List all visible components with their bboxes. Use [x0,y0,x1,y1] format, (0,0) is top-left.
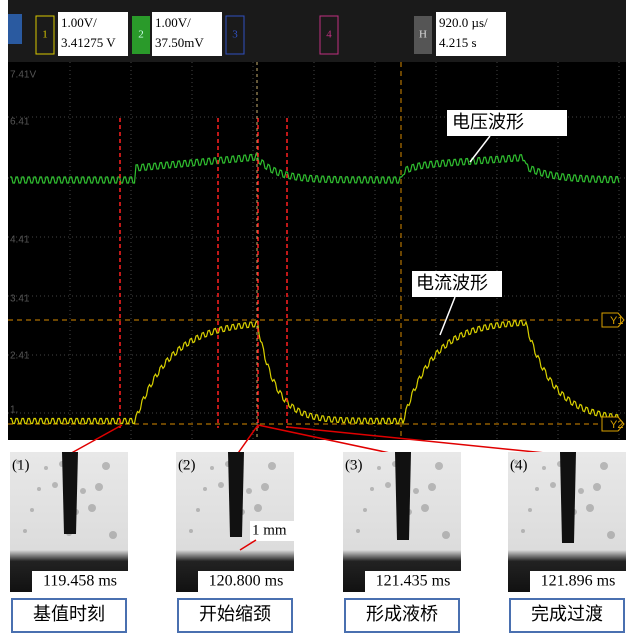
panel-label: 形成液桥 [366,604,438,624]
photo-speck [363,508,367,512]
photo-speck [428,483,436,491]
y-label: 7.41V [10,70,36,81]
photo-speck [586,504,594,512]
panel-label: 基值时刻 [33,604,105,624]
h-label: H [419,29,427,41]
y-label: 2.41 [10,351,30,362]
photo-speck [600,462,608,470]
marker: Y2 [610,419,623,431]
photo-speck [535,487,539,491]
panel-index: (1) [12,457,30,473]
photo-speck [210,466,214,470]
y-label: 4.41 [10,235,30,246]
photo-speck [109,531,117,539]
ch1-scale: 1.00V/ [61,15,97,30]
panel-time: 121.896 ms [541,573,616,590]
panel-index: (2) [178,457,196,473]
panel-index: (3) [345,457,363,473]
panel-index: (4) [510,457,528,473]
photo-speck [442,531,450,539]
photo-speck [593,483,601,491]
photo-speck [370,487,374,491]
photo-speck [268,462,276,470]
photo-speck [377,466,381,470]
photo-speck [44,466,48,470]
photo-speck [607,531,615,539]
panel-time: 119.458 ms [43,573,117,590]
panel-time: 120.800 ms [209,573,284,590]
y-label: 3.41 [10,294,30,305]
photo-speck [435,462,443,470]
marker: Y1 [610,315,623,327]
panel-label: 完成过渡 [531,604,603,624]
annotation: 电压波形 [452,112,524,132]
photo-speck [254,504,262,512]
ch1-offset: 3.41275 V [61,35,116,50]
panel-label: 开始缩颈 [199,604,271,624]
electrode [62,452,78,534]
photo-speck [30,508,34,512]
photo-speck [578,488,584,494]
photo-speck [413,488,419,494]
photo-speck [88,504,96,512]
figure: 1 1.00V/ 3.41275 V 2 1.00V/ 37.50mV 3 4 … [0,0,626,635]
photo-speck [102,462,110,470]
photo-speck [218,482,224,488]
scale-bar: 1 mm [252,522,287,538]
ch4-number: 4 [326,29,332,41]
photo-speck [189,529,193,533]
y-label: 1. [10,405,18,416]
ch3-number: 3 [232,29,238,41]
photo-speck [528,508,532,512]
y-label: 6.41 [10,117,30,128]
h-delay: 4.215 s [439,35,477,50]
h-scale: 920.0 µs/ [439,15,488,30]
ch2-number: 2 [138,29,144,41]
photo-speck [52,482,58,488]
annotation: 电流波形 [416,273,488,293]
scope-screen [8,0,626,440]
electrode [228,452,244,537]
photo-speck [550,482,556,488]
photo-speck [385,482,391,488]
photo-speck [246,488,252,494]
electrode [560,452,576,543]
ch2-scale: 1.00V/ [155,15,191,30]
menu-icon [8,14,22,44]
photo-speck [542,466,546,470]
photo-speck [23,529,27,533]
photo-speck [203,487,207,491]
photo-speck [356,529,360,533]
photo-speck [196,508,200,512]
ch2-offset: 37.50mV [155,35,204,50]
photo-speck [80,488,86,494]
photo-speck [521,529,525,533]
panel-time: 121.435 ms [376,573,451,590]
ch1-number: 1 [42,29,48,41]
photo-speck [95,483,103,491]
photo-speck [421,504,429,512]
electrode [395,452,411,540]
photo-speck [261,483,269,491]
photo-speck [37,487,41,491]
